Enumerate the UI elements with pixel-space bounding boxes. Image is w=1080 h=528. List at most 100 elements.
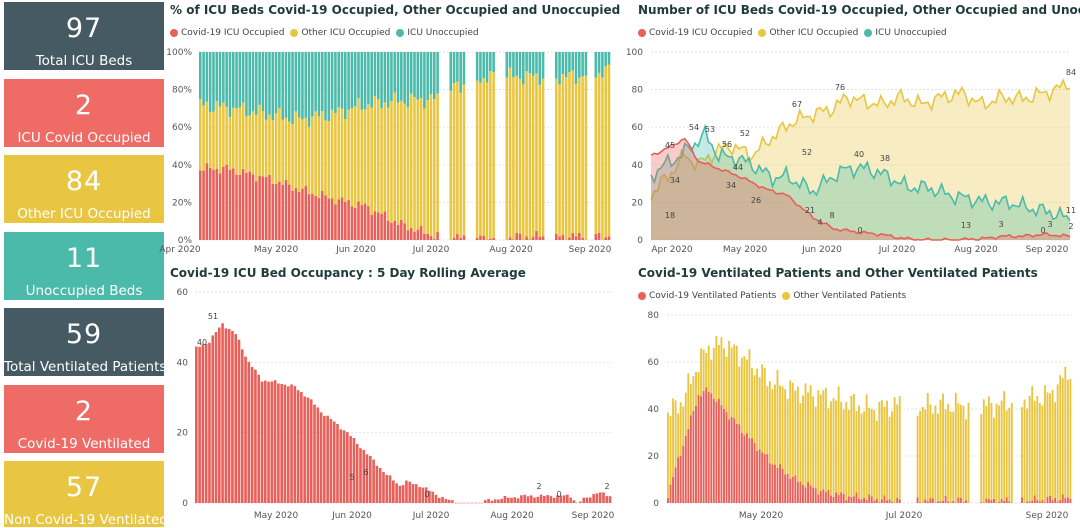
chart4-bar-other bbox=[715, 336, 717, 402]
chart1-x-tick-label: Aug 2020 bbox=[489, 245, 533, 255]
chart1-bar-unoccupied bbox=[265, 52, 268, 120]
chart3-bar bbox=[251, 367, 254, 503]
chart4-bar-other bbox=[743, 356, 745, 435]
chart4-bar-other bbox=[761, 365, 763, 453]
chart1-bar-unoccupied bbox=[459, 52, 462, 93]
chart2-x-tick-label: Apr 2020 bbox=[651, 245, 693, 255]
chart4-bar-other bbox=[947, 404, 949, 502]
chart4-bar-other bbox=[708, 345, 710, 391]
chart1-bar-covid bbox=[262, 176, 265, 240]
chart1-bar-covid bbox=[453, 238, 456, 240]
chart1-bar-covid bbox=[367, 207, 370, 240]
chart3-x-tick-label: May 2020 bbox=[254, 511, 299, 521]
chart4-bar-covid bbox=[751, 438, 753, 503]
chart4-bar-other bbox=[782, 386, 784, 468]
chart3-bar bbox=[494, 499, 497, 503]
chart1-bar-other bbox=[522, 84, 525, 239]
chart1-bar-unoccupied bbox=[397, 52, 400, 103]
chart3-bar bbox=[228, 329, 231, 503]
chart4-bar-covid bbox=[980, 502, 982, 503]
chart3-bar bbox=[484, 500, 487, 503]
chart4-bar-other bbox=[794, 391, 796, 476]
chart2-x-tick-label: Jul 2020 bbox=[878, 245, 916, 255]
chart4-bar-other bbox=[810, 385, 812, 485]
chart4-bar-other bbox=[934, 406, 936, 503]
chart1-bar-unoccupied bbox=[608, 52, 611, 65]
chart3-bar bbox=[586, 498, 589, 503]
chart4-bar-other bbox=[777, 370, 779, 468]
chart3-data-label: 5 bbox=[349, 473, 354, 482]
chart4-bar-covid bbox=[878, 502, 880, 503]
chart1-bar-other bbox=[463, 85, 466, 236]
chart4-bar-covid bbox=[1026, 501, 1028, 503]
chart1-bar-other bbox=[601, 78, 604, 240]
chart1-bar-covid bbox=[337, 199, 340, 240]
chart4-x-tick-label: Jul 2020 bbox=[885, 511, 923, 521]
chart1-bar-other bbox=[337, 107, 340, 199]
chart4-bar-covid bbox=[1067, 497, 1069, 503]
chart1-bar-other bbox=[575, 84, 578, 236]
chart4-bar-other bbox=[848, 410, 850, 497]
chart3-bar bbox=[257, 375, 260, 503]
chart3-bar bbox=[208, 343, 211, 503]
chart1-bar-covid bbox=[581, 238, 584, 240]
chart1-bar-covid bbox=[301, 189, 304, 240]
chart1-bar-other bbox=[265, 120, 268, 177]
chart1-bar-unoccupied bbox=[262, 52, 265, 111]
chart3-bar bbox=[330, 419, 333, 503]
chart4-bar-covid bbox=[812, 487, 814, 503]
chart1-bar-covid bbox=[314, 196, 317, 240]
chart4-bar-other bbox=[705, 353, 707, 388]
chart1-bar-covid bbox=[413, 232, 416, 240]
chart1-bar-unoccupied bbox=[298, 52, 301, 117]
chart1-bar-other bbox=[364, 109, 367, 203]
chart1-bar-covid bbox=[308, 194, 311, 240]
chart1-bar-unoccupied bbox=[407, 52, 410, 107]
chart1-bar-unoccupied bbox=[578, 52, 581, 78]
chart3-bar bbox=[563, 495, 566, 503]
chart4-bar-covid bbox=[738, 424, 740, 503]
chart1-bar-unoccupied bbox=[426, 52, 429, 100]
chart1-bar-other bbox=[393, 93, 396, 221]
chart4-bar-other bbox=[1011, 403, 1013, 503]
chart1-bar-covid bbox=[199, 171, 202, 240]
chart4-bar-other bbox=[924, 410, 926, 500]
chart1-x-tick-label: Apr 2020 bbox=[159, 245, 201, 255]
chart4-bar-other bbox=[784, 389, 786, 474]
chart1-bar-other bbox=[288, 122, 291, 185]
chart3-bar bbox=[346, 432, 349, 503]
chart3-data-label: 40 bbox=[197, 338, 207, 347]
chart2-data-label: 21 bbox=[805, 206, 815, 215]
chart3-bar bbox=[487, 499, 490, 503]
chart1-bar-unoccupied bbox=[232, 52, 235, 107]
chart4-bar-other bbox=[965, 419, 967, 500]
chart1-bar-other bbox=[199, 99, 202, 170]
chart1-bar-unoccupied bbox=[585, 52, 588, 76]
chart1-bar-other bbox=[595, 78, 598, 234]
chart1-bar-other bbox=[538, 85, 541, 237]
chart4-bar-other bbox=[889, 417, 891, 500]
chart1-bar-other bbox=[334, 113, 337, 204]
chart1-bar-unoccupied bbox=[324, 52, 327, 120]
chart1-bar-unoccupied bbox=[486, 52, 489, 82]
chart1-bar-other bbox=[357, 98, 360, 201]
chart1-bar-other bbox=[476, 81, 479, 238]
chart4-bar-other bbox=[787, 399, 789, 474]
chart4-bar-other bbox=[866, 394, 868, 500]
chart3-bar bbox=[310, 399, 313, 503]
chart3-bar bbox=[339, 429, 342, 503]
chart4-bar-covid bbox=[990, 500, 992, 503]
chart1-bar-covid bbox=[281, 185, 284, 240]
chart4-bar-covid bbox=[993, 499, 995, 503]
chart1-bar-covid bbox=[288, 185, 291, 240]
chart1-bar-other bbox=[532, 76, 535, 237]
chart4-bar-other bbox=[899, 396, 901, 499]
chart1-bar-other bbox=[272, 120, 275, 184]
chart1-bar-unoccupied bbox=[374, 52, 377, 96]
chart1-bar-other bbox=[542, 79, 545, 237]
chart4-bar-other bbox=[771, 389, 773, 465]
chart1-bar-unoccupied bbox=[311, 52, 314, 116]
chart2-y-tick-label: 80 bbox=[632, 86, 644, 96]
chart4-bar-covid bbox=[871, 496, 873, 503]
chart4-bar-covid bbox=[807, 482, 809, 503]
